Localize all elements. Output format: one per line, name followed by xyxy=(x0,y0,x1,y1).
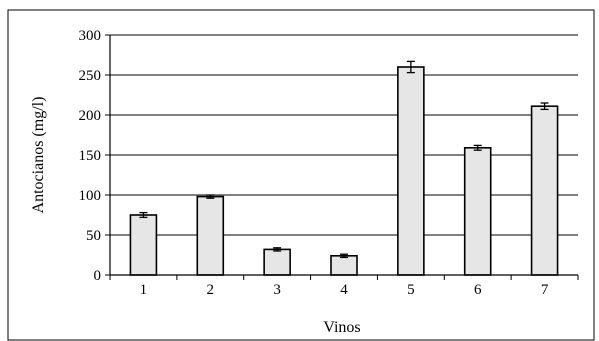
bar-3 xyxy=(263,248,291,276)
bar-4 xyxy=(330,255,358,276)
y-tick-label: 150 xyxy=(79,148,102,164)
y-axis-title: Antocianos (mg/l) xyxy=(30,97,47,214)
bar-6 xyxy=(463,147,492,276)
y-tick-label: 50 xyxy=(86,228,101,244)
x-tick-label-1: 1 xyxy=(140,282,148,298)
x-tick-label-2: 2 xyxy=(207,282,215,298)
bar-5 xyxy=(397,66,425,276)
bar-7 xyxy=(530,105,559,276)
bars-group xyxy=(129,60,559,276)
axes-group xyxy=(105,34,579,280)
y-tick-label: 0 xyxy=(94,268,102,284)
bar-2 xyxy=(196,195,225,276)
x-axis-title: Vinos xyxy=(323,319,360,336)
y-tick-labels: 0 50 100 150 200 250 300 xyxy=(79,28,102,284)
x-tick-label-5: 5 xyxy=(407,282,415,298)
gridlines xyxy=(110,34,578,236)
x-tick-label-3: 3 xyxy=(273,282,281,298)
y-tick-label: 300 xyxy=(79,28,102,44)
y-tick-label: 100 xyxy=(79,188,102,204)
chart-frame xyxy=(7,9,595,341)
y-tick-label: 250 xyxy=(79,68,102,84)
x-tick-label-6: 6 xyxy=(474,282,482,298)
bar-1 xyxy=(129,214,158,276)
y-tick-label: 200 xyxy=(79,108,102,124)
x-tick-label-4: 4 xyxy=(340,282,348,298)
x-tick-label-7: 7 xyxy=(541,282,549,298)
x-tick-labels: 1 2 3 4 5 6 7 xyxy=(140,282,549,298)
